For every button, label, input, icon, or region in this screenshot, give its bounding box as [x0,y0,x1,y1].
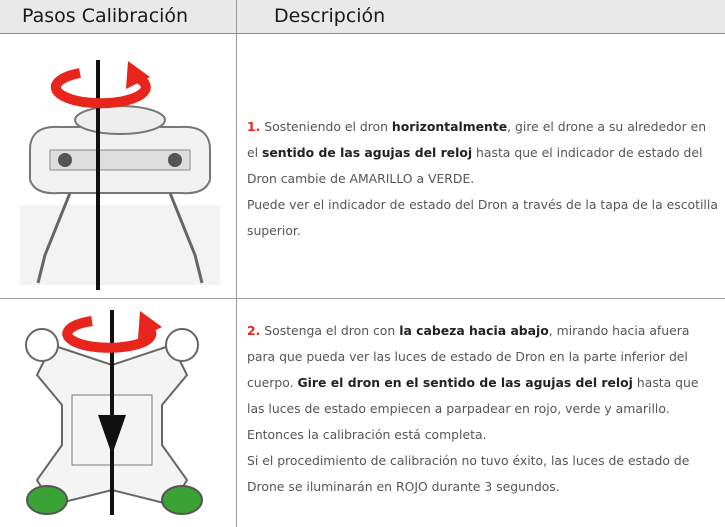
description: 2. Sostenga el dron con la cabeza hacia … [247,318,719,500]
text: , gire el drone a su alrededor en el [247,119,707,160]
text: Sosteniendo el dron [264,119,388,134]
text: hasta que el indicador de estado del Dro… [247,145,703,186]
paragraph: Puede ver el indicador de estado del Dro… [247,192,719,244]
text: Puede ver el indicador de estado del Dro… [247,197,718,238]
drone-upside-down-image [25,310,203,515]
header-cell: Pasos Calibración [22,5,189,27]
paragraph: Si el procedimiento de calibración no tu… [247,448,719,500]
paragraph: 2. Sostenga el dron con la cabeza hacia … [247,318,719,422]
emphasis: sentido de las agujas del reloj [262,145,473,160]
text: Entonces la calibración está completa. [247,427,487,442]
drone-horizontal-image [20,60,220,290]
text: Sostenga el dron con [264,323,396,338]
emphasis: la cabeza hacia abajo [399,323,549,338]
text: hasta que las luces de estado empiecen a… [247,375,699,416]
emphasis: horizontalmente [391,119,508,134]
step-number: 2. [247,323,261,338]
header-cell: Descripción [274,5,386,27]
row-divider [0,298,725,299]
step-number: 1. [247,119,261,134]
emphasis: Gire el dron en el sentido de las agujas… [297,375,633,390]
description: 1. Sosteniendo el dron horizontalmente, … [247,114,719,244]
column-divider [236,0,237,527]
table-header: Pasos Calibración Descripción [0,0,725,34]
paragraph: Entonces la calibración está completa. [247,422,719,448]
paragraph: 1. Sosteniendo el dron horizontalmente, … [247,114,719,192]
text: , mirando hacia afuera para que pueda ve… [247,323,690,390]
text: Si el procedimiento de calibración no tu… [247,453,690,494]
